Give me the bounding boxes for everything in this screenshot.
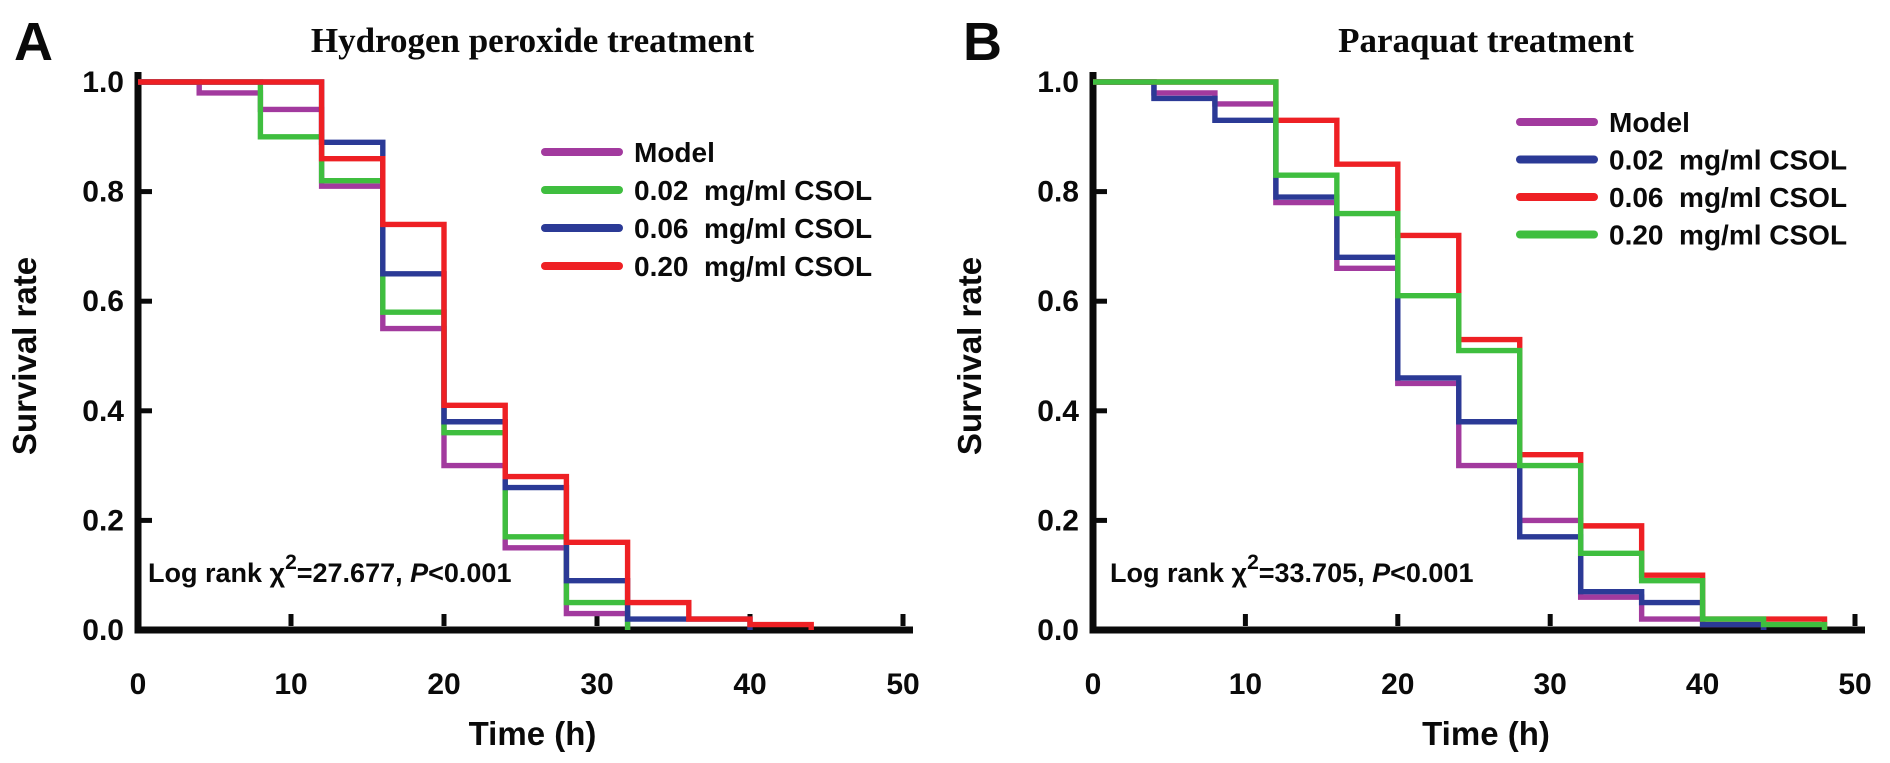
series-line-0-06-mg-ml-csol: [1093, 79, 1828, 630]
survival-chart-panel-a: 0 10 20 30 40 50 0.0 0.2 0.4 0.6 0.8 1.0 Hydrogen pe…: [6, 12, 920, 752]
chart-title: Hydrogen peroxide treatment: [311, 21, 755, 60]
x-tick-label: 20: [1381, 668, 1414, 701]
y-tick-label: 0.4: [82, 395, 124, 428]
y-axis-title: Survival rate: [951, 257, 988, 455]
series-line-0-20-mg-ml-csol: [138, 79, 814, 630]
x-tick-label: 20: [427, 668, 460, 701]
x-tick-label: 0: [1085, 668, 1102, 701]
series-line-0-20-mg-ml-csol: [1093, 79, 1828, 630]
chart-title: Paraquat treatment: [1338, 21, 1634, 60]
x-tick-label: 30: [1534, 668, 1567, 701]
legend-label: 0.20 mg/ml CSOL: [1609, 220, 1847, 251]
survival-chart-panel-b: 0 10 20 30 40 50 0.0 0.2 0.4 0.6 0.8 1.0 Paraquat tr…: [951, 12, 1872, 752]
y-tick-label: 0.8: [82, 176, 124, 209]
legend-label: 0.06 mg/ml CSOL: [634, 213, 872, 244]
y-tick-label: 0.6: [1037, 285, 1079, 318]
x-axis-title: Time (h): [1422, 715, 1550, 752]
legend-label: 0.20 mg/ml CSOL: [634, 251, 872, 282]
panel-label: A: [14, 12, 53, 72]
legend-label: 0.02 mg/ml CSOL: [1609, 145, 1847, 176]
y-tick-label: 0.4: [1037, 395, 1079, 428]
y-tick-label: 0.2: [1037, 504, 1079, 537]
x-tick-label: 0: [130, 668, 147, 701]
panel-label: B: [963, 12, 1002, 72]
x-tick-label: 50: [1838, 668, 1871, 701]
stats-annotation: Log rank χ2=33.705, P<0.001: [1110, 551, 1473, 588]
legend-label: Model: [1609, 107, 1690, 138]
series-line-0-02-mg-ml-csol: [1093, 79, 1767, 630]
y-tick-label: 0.6: [82, 285, 124, 318]
stats-annotation: Log rank χ2=27.677, P<0.001: [148, 551, 511, 588]
y-tick-label: 1.0: [82, 66, 124, 99]
y-tick-label: 1.0: [1037, 66, 1079, 99]
x-tick-label: 10: [1229, 668, 1262, 701]
x-tick-label: 50: [886, 668, 919, 701]
y-tick-label: 0.2: [82, 504, 124, 537]
y-tick-label: 0.0: [82, 614, 124, 647]
x-tick-label: 10: [274, 668, 307, 701]
legend-label: 0.06 mg/ml CSOL: [1609, 182, 1847, 213]
y-axis-title: Survival rate: [6, 257, 43, 455]
y-tick-label: 0.8: [1037, 176, 1079, 209]
x-axis-title: Time (h): [469, 715, 597, 752]
legend-label: Model: [634, 137, 715, 168]
x-tick-label: 40: [1686, 668, 1719, 701]
x-tick-label: 40: [733, 668, 766, 701]
x-tick-label: 30: [580, 668, 613, 701]
y-tick-label: 0.0: [1037, 614, 1079, 647]
legend-label: 0.02 mg/ml CSOL: [634, 175, 872, 206]
